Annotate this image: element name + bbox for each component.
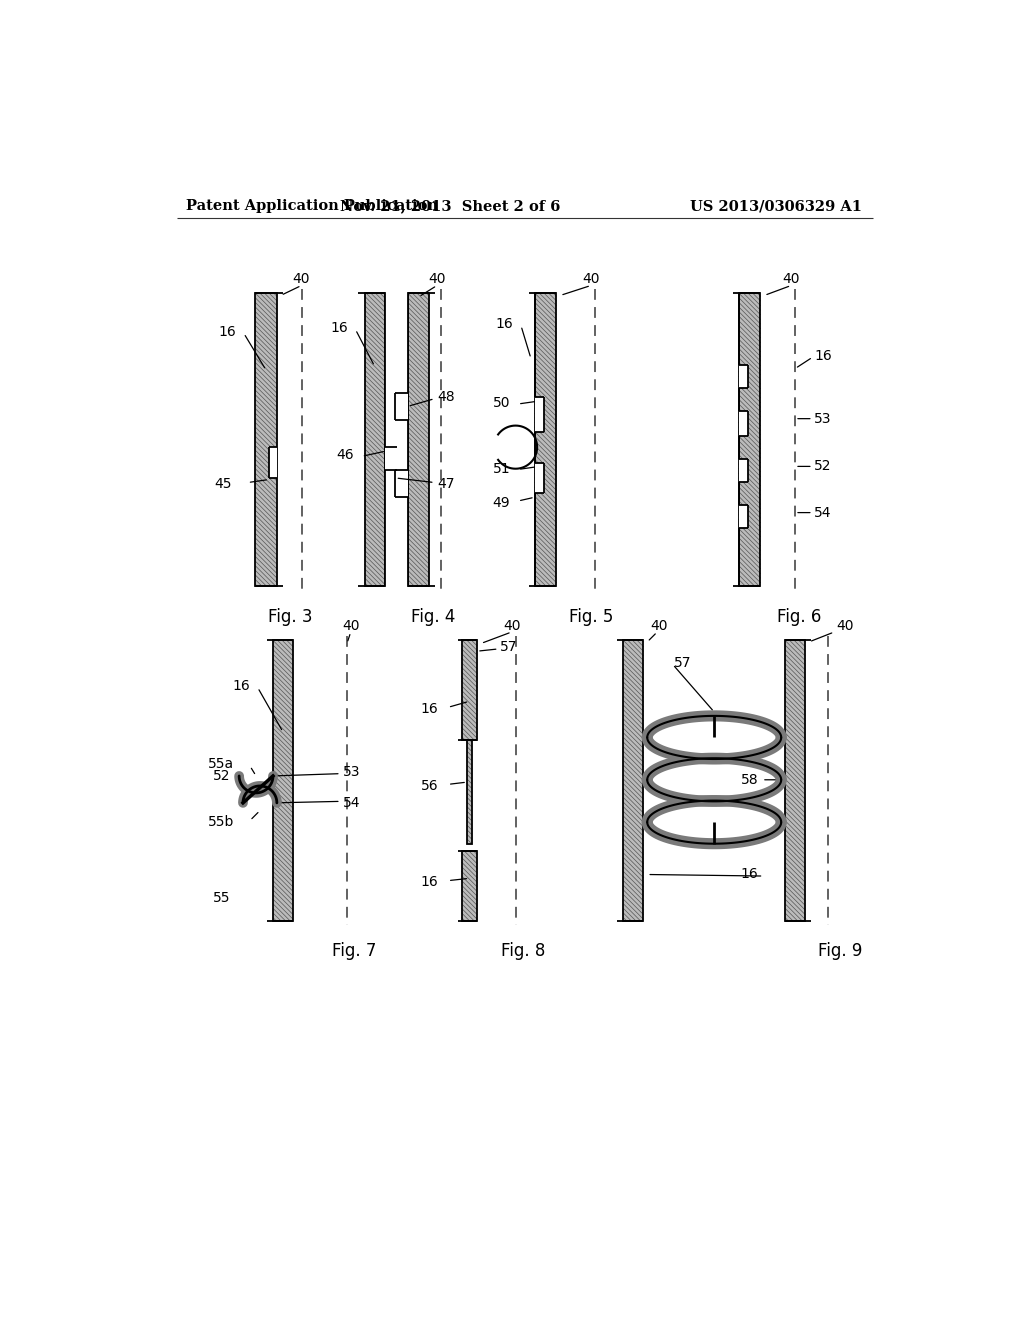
Text: Fig. 5: Fig. 5 [569,607,613,626]
Bar [365,293,385,586]
Bar [462,640,477,739]
Text: Fig. 7: Fig. 7 [333,942,377,961]
Bar [739,411,749,436]
Text: Fig. 8: Fig. 8 [501,942,546,961]
Bar [624,640,643,921]
Text: 49: 49 [493,495,510,510]
Text: 16: 16 [421,702,438,715]
Bar [385,447,397,470]
Text: 56: 56 [421,779,438,793]
Text: 53: 53 [343,766,360,779]
Bar [273,640,293,921]
Text: Patent Application Publication: Patent Application Publication [186,199,438,213]
Text: 40: 40 [428,272,445,286]
Bar [739,293,761,586]
Bar [624,640,643,921]
Bar [385,293,408,586]
Bar [273,640,293,921]
Text: 50: 50 [493,396,510,411]
Bar [462,851,477,921]
Bar [395,393,408,420]
Text: 40: 40 [293,272,310,286]
Text: 40: 40 [782,272,800,286]
Text: Fig. 4: Fig. 4 [411,607,456,626]
Bar [462,851,477,921]
Bar [739,293,761,586]
Bar [535,397,544,432]
Bar [739,459,749,482]
Text: Nov. 21, 2013  Sheet 2 of 6: Nov. 21, 2013 Sheet 2 of 6 [340,199,560,213]
Bar [395,470,408,498]
Bar [467,739,472,843]
Bar [365,293,385,586]
Text: 52: 52 [213,770,230,783]
Text: 58: 58 [740,772,758,787]
Text: 40: 40 [503,619,520,632]
Text: 40: 40 [836,619,853,632]
Text: 46: 46 [336,447,354,462]
Text: 51: 51 [493,462,510,475]
Bar [785,640,805,921]
Bar [535,293,556,586]
Bar [269,447,276,478]
Bar [462,851,477,921]
Bar [408,293,429,586]
Bar [739,504,749,528]
Text: 57: 57 [674,656,691,669]
Text: Fig. 9: Fig. 9 [817,942,862,961]
Text: 47: 47 [437,477,455,491]
Text: 45: 45 [215,477,232,491]
Text: 40: 40 [342,619,359,632]
Text: 55: 55 [213,891,230,904]
Bar [408,293,429,586]
Text: 16: 16 [218,325,237,339]
Text: 53: 53 [814,412,831,425]
Bar [255,293,276,586]
Text: 16: 16 [421,875,438,890]
Text: 54: 54 [814,506,831,520]
Bar [624,640,643,921]
Bar [273,640,293,921]
Bar [467,739,472,843]
Text: 40: 40 [583,272,600,286]
Bar [385,447,397,470]
Text: Fig. 3: Fig. 3 [267,607,312,626]
Text: US 2013/0306329 A1: US 2013/0306329 A1 [690,199,862,213]
Text: 55a: 55a [209,758,234,771]
Bar [385,447,397,470]
Bar [365,293,385,586]
Text: 52: 52 [814,459,831,474]
Text: 48: 48 [437,391,455,404]
Bar [535,293,556,586]
Bar [785,640,805,921]
Bar [462,640,477,739]
Text: Fig. 6: Fig. 6 [777,607,821,626]
Bar [462,640,477,739]
Bar [467,739,472,843]
Text: 55b: 55b [208,816,234,829]
Bar [395,393,408,420]
Bar [395,393,408,420]
Text: 16: 16 [232,678,250,693]
Bar [255,293,276,586]
Text: 16: 16 [814,348,833,363]
Bar [535,293,556,586]
Text: 16: 16 [496,317,513,331]
Bar [408,293,429,586]
Bar [395,470,408,498]
Text: 16: 16 [740,867,758,882]
Text: 16: 16 [330,321,348,335]
Bar [395,393,408,420]
Text: 57: 57 [500,640,518,655]
Bar [255,293,276,586]
Bar [395,470,408,498]
Bar [739,364,749,388]
Bar [739,293,761,586]
Bar [785,640,805,921]
Bar [535,462,544,494]
Text: 54: 54 [343,796,360,810]
Text: 40: 40 [650,619,668,632]
